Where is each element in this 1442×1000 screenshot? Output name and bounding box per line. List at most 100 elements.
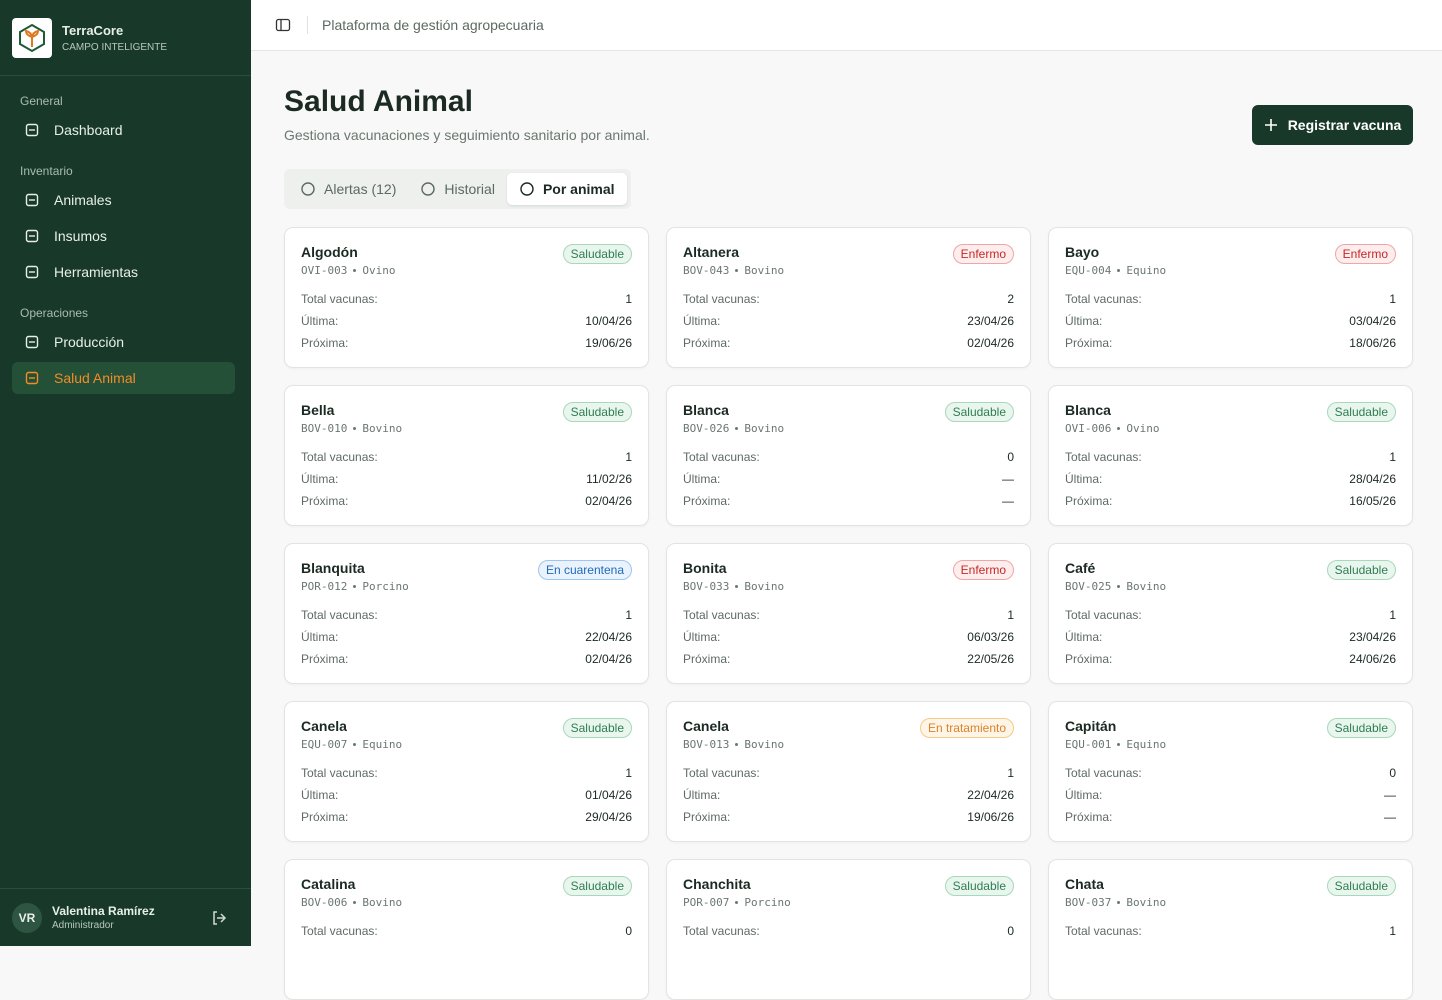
field-label: Próxima:	[301, 810, 349, 824]
field-value: 22/05/26	[967, 652, 1014, 666]
field-row: Última: 03/04/26	[1065, 310, 1396, 332]
field-value: 10/04/26	[585, 314, 632, 328]
field-row: Total vacunas: 1	[683, 604, 1014, 626]
field-value: —	[1002, 494, 1014, 508]
animal-code: BOV-006	[301, 896, 348, 909]
field-value: 1	[1389, 608, 1396, 622]
field-value: 1	[1389, 450, 1396, 464]
field-value: —	[1384, 788, 1396, 802]
animal-code: EQU-007	[301, 738, 348, 751]
animal-species: Bovino	[744, 422, 785, 435]
field-value: 19/06/26	[967, 810, 1014, 824]
field-label: Total vacunas:	[683, 924, 760, 938]
animal-code: BOV-033	[683, 580, 730, 593]
logout[interactable]	[211, 910, 227, 926]
field-row: Total vacunas: 1	[683, 762, 1014, 784]
animal-card[interactable]: Capitán EQU-001 Equino Saludable Total vacun…	[1048, 701, 1413, 842]
field-row: Total vacunas: 1	[301, 604, 632, 626]
field-row: Última: 28/04/26	[1065, 468, 1396, 490]
animal-card[interactable]: Canela EQU-007 Equino Saludable Total vacuna…	[284, 701, 649, 842]
nav-item[interactable]: Insumos	[12, 220, 235, 252]
field-value: 28/04/26	[1349, 472, 1396, 486]
field-label: Total vacunas:	[301, 608, 378, 622]
field-row: Última: 22/04/26	[683, 784, 1014, 806]
nav-item[interactable]: Herramientas	[12, 256, 235, 288]
page-subtitle: Gestiona vacunaciones y seguimiento sani…	[284, 127, 650, 143]
field-label: Total vacunas:	[683, 292, 760, 306]
animal-id: EQU-007 Equino	[301, 738, 632, 751]
fields: Total vacunas: 1 Última: 22/04/26 Próxima: 02…	[301, 604, 632, 670]
separator	[353, 901, 357, 904]
animal-card[interactable]: Chanchita POR-007 Porcino Saludable Total va…	[666, 859, 1031, 1000]
nav-item[interactable]: Animales	[12, 184, 235, 216]
separator	[1117, 901, 1121, 904]
animal-card[interactable]: Café BOV-025 Bovino Saludable Total vacunas:…	[1048, 543, 1413, 684]
field-row: Total vacunas: 0	[301, 920, 632, 942]
animal-card[interactable]: Catalina BOV-006 Bovino Saludable Total vacu…	[284, 859, 649, 1000]
status-badge: Saludable	[1326, 560, 1396, 580]
field-label: Total vacunas:	[683, 766, 760, 780]
field-label: Próxima:	[683, 336, 731, 350]
fields: Total vacunas: 0	[683, 920, 1014, 942]
animal-name: Algodón	[301, 244, 358, 260]
field-label: Total vacunas:	[683, 450, 760, 464]
field-value: 06/03/26	[967, 630, 1014, 644]
animal-card[interactable]: Algodón OVI-003 Ovino Saludable Total vacuna…	[284, 227, 649, 368]
animal-name: Altanera	[683, 244, 740, 260]
field-row: Última: —	[1065, 784, 1396, 806]
animal-card[interactable]: Blanca BOV-026 Bovino Saludable Total vacuna…	[666, 385, 1031, 526]
field-row: Total vacunas: 2	[683, 288, 1014, 310]
user-name: Valentina Ramírez	[52, 904, 155, 918]
field-label: Próxima:	[683, 494, 731, 508]
animal-code: EQU-004	[1065, 264, 1112, 277]
nav-item[interactable]: Salud Animal	[12, 362, 235, 394]
field-value: 22/04/26	[967, 788, 1014, 802]
tab[interactable]: Por animal	[506, 173, 627, 205]
animal-id: OVI-006 Ovino	[1065, 422, 1396, 435]
animal-card[interactable]: Chata BOV-037 Bovino Saludable Total vacunas…	[1048, 859, 1413, 1000]
field-value: 23/04/26	[1349, 630, 1396, 644]
field-value: 1	[1007, 608, 1014, 622]
separator	[1117, 269, 1121, 272]
animal-name: Chata	[1065, 876, 1104, 892]
tab[interactable]: Alertas (12)	[288, 173, 408, 205]
field-label: Total vacunas:	[1065, 766, 1142, 780]
tab[interactable]: Historial	[408, 173, 507, 205]
nav-item[interactable]: Dashboard	[12, 114, 235, 146]
field-value: 02/04/26	[967, 336, 1014, 350]
field-value: 1	[625, 292, 632, 306]
field-label: Total vacunas:	[1065, 924, 1142, 938]
animal-species: Bovino	[744, 738, 785, 751]
field-label: Última:	[1065, 630, 1103, 644]
animal-name: Bella	[301, 402, 335, 418]
sidebar-toggle[interactable]	[275, 17, 291, 33]
animal-card[interactable]: Blanquita POR-012 Porcino En cuarentena Tota…	[284, 543, 649, 684]
animal-species: Bovino	[1126, 896, 1167, 909]
field-value: 2	[1007, 292, 1014, 306]
separator	[735, 427, 739, 430]
nav-heading: General	[20, 94, 63, 108]
nav-heading: Inventario	[20, 164, 73, 178]
animal-card[interactable]: Canela BOV-013 Bovino En tratamiento Total v…	[666, 701, 1031, 842]
animal-id: BOV-010 Bovino	[301, 422, 632, 435]
animal-species: Bovino	[744, 580, 785, 593]
field-row: Total vacunas: 1	[301, 762, 632, 784]
animal-card[interactable]: Bayo EQU-004 Equino Enfermo Total vacunas: 1 Ú…	[1048, 227, 1413, 368]
animal-card[interactable]: Bella BOV-010 Bovino Saludable Total vacunas…	[284, 385, 649, 526]
separator	[735, 585, 739, 588]
status-badge: En tratamiento	[919, 718, 1014, 738]
animal-card[interactable]: Altanera BOV-043 Bovino Enfermo Total vacuna…	[666, 227, 1031, 368]
field-label: Próxima:	[683, 652, 731, 666]
animal-code: OVI-006	[1065, 422, 1112, 435]
field-row: Total vacunas: 1	[1065, 446, 1396, 468]
field-value: 1	[1389, 924, 1396, 938]
fields: Total vacunas: 1 Última: 06/03/26 Próxima: 22…	[683, 604, 1014, 670]
nav-item[interactable]: Producción	[12, 326, 235, 358]
action-button[interactable]: Registrar vacuna	[1252, 105, 1413, 145]
animal-card[interactable]: Blanca OVI-006 Ovino Saludable Total vacunas…	[1048, 385, 1413, 526]
field-label: Total vacunas:	[301, 766, 378, 780]
separator	[735, 743, 739, 746]
animal-species: Ovino	[1126, 422, 1160, 435]
animal-card[interactable]: Bonita BOV-033 Bovino Enfermo Total vacunas:…	[666, 543, 1031, 684]
separator	[1117, 585, 1121, 588]
